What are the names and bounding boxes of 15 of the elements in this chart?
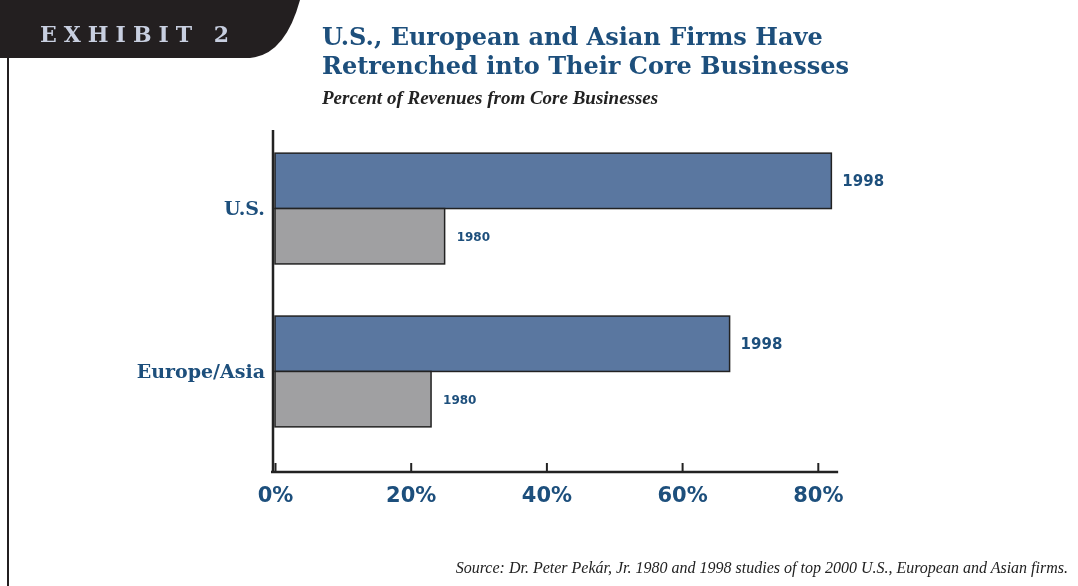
- text: 1980: [456, 230, 491, 245]
- y-tick-label: Europe/Asia: [136, 359, 265, 382]
- x-tick-label: 40%: [521, 483, 573, 508]
- series-label: 1998: [740, 334, 783, 353]
- y-tick-label: U.S.: [223, 196, 265, 219]
- x-tick-label: 80%: [793, 483, 844, 508]
- chart-title: U.S., European and Asian Firms Have Retrenched into Their Core Businesses: [322, 22, 850, 80]
- x-tick-label: 20%: [386, 483, 437, 508]
- x-tick-label: 60%: [657, 483, 708, 508]
- source-note: Source: Dr. Peter Pekár, Jr. 1980 and 1998 studies of top 2000 U.S., European and Asian firms.: [455, 559, 1068, 577]
- text: 1998: [842, 171, 885, 190]
- chart-subtitle: Percent of Revenues from Core Businesses: [321, 87, 659, 108]
- x-tick-label: 0%: [257, 483, 294, 508]
- series-label: 1980: [443, 393, 477, 408]
- text: EXHIBIT 2: [40, 21, 237, 47]
